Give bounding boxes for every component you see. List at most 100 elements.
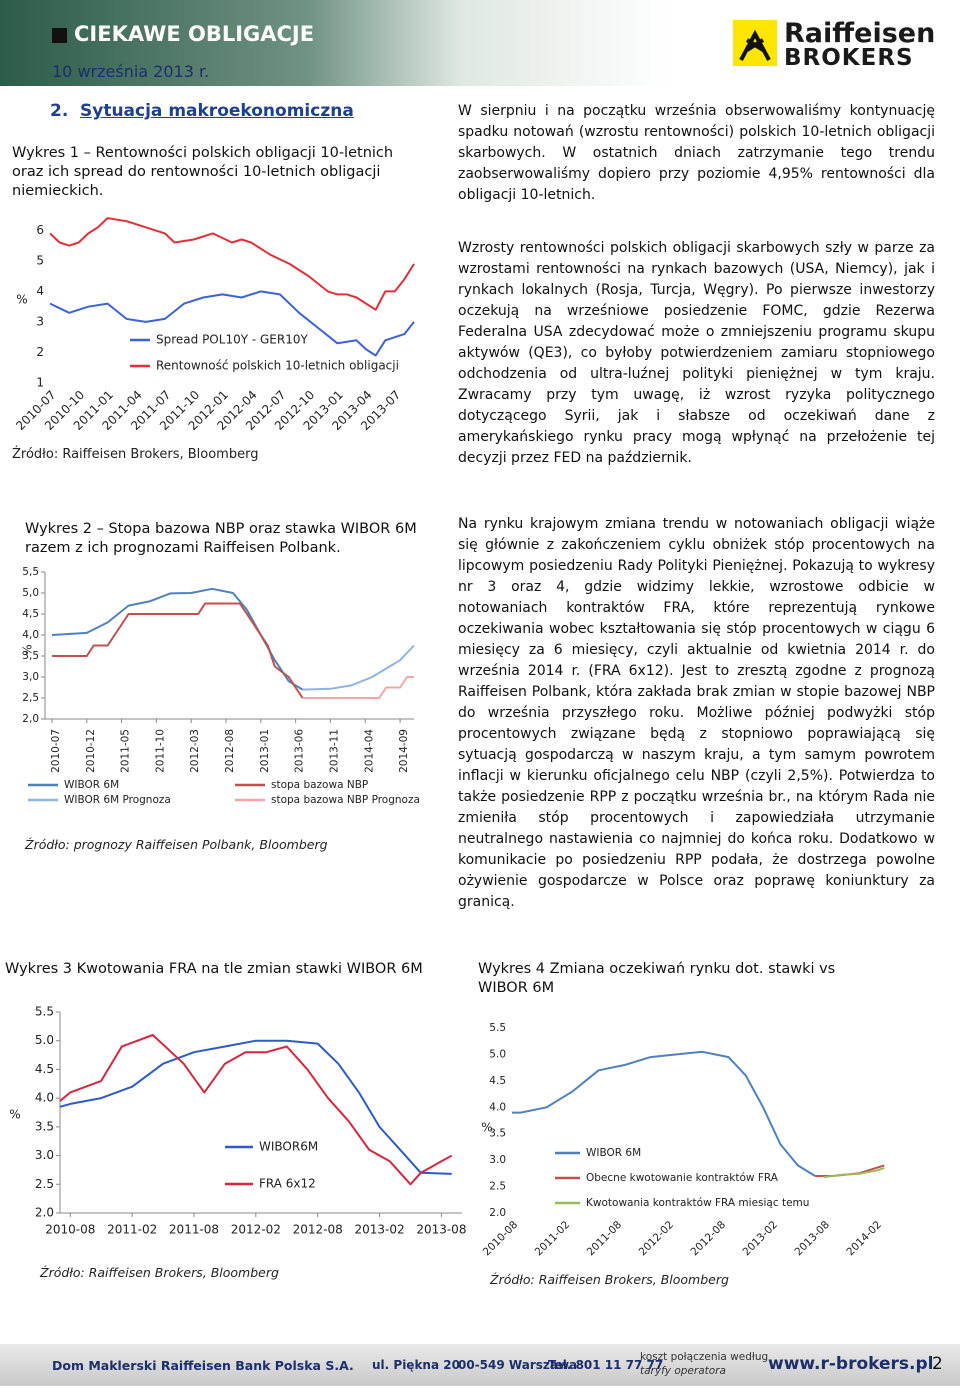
y-tick-label: 2.0 bbox=[489, 1207, 506, 1219]
y-axis-label: % bbox=[9, 1108, 20, 1122]
y-tick-label: 4 bbox=[36, 284, 44, 298]
legend-label: Kwotowania kontraktów FRA miesiąc temu bbox=[586, 1197, 809, 1209]
legend-label: FRA 6x12 bbox=[259, 1177, 316, 1191]
y-tick-label: 2.0 bbox=[35, 1206, 54, 1220]
footer-company: Dom Maklerski Raiffeisen Bank Polska S.A… bbox=[52, 1358, 354, 1373]
y-tick-label: 4.5 bbox=[35, 1062, 54, 1076]
legend-label: Rentowność polskich 10-letnich obligacji bbox=[156, 359, 399, 373]
y-tick-label: 5.0 bbox=[35, 1033, 54, 1047]
series-line bbox=[512, 1050, 816, 1177]
section-number: 2. bbox=[50, 101, 69, 121]
paragraph: Wzrosty rentowności polskich obligacji s… bbox=[458, 240, 935, 466]
x-tick-label: 2010-07 bbox=[50, 729, 62, 773]
logo-mark bbox=[733, 20, 777, 66]
legend-label: WIBOR 6M Prognoza bbox=[64, 794, 171, 806]
series-line bbox=[59, 1034, 453, 1186]
x-tick-label: 2012-02 bbox=[637, 1219, 677, 1259]
series-line bbox=[49, 217, 415, 311]
y-tick-label: 3.5 bbox=[35, 1119, 54, 1133]
y-tick-label: 2,0 bbox=[22, 713, 39, 725]
footer-street: ul. Piękna 20 bbox=[372, 1358, 460, 1372]
series-line bbox=[823, 1167, 885, 1179]
legend-label: stopa bazowa NBP Prognoza bbox=[271, 794, 420, 806]
x-tick-label: 2010-08 bbox=[45, 1223, 95, 1237]
y-tick-label: 2.5 bbox=[489, 1181, 506, 1193]
x-tick-label: 2012-02 bbox=[231, 1223, 281, 1237]
y-tick-label: 4,5 bbox=[22, 608, 39, 620]
y-tick-label: 3.5 bbox=[489, 1128, 506, 1140]
y-axis-label: % bbox=[481, 1121, 492, 1135]
x-tick-label: 2011-02 bbox=[107, 1223, 157, 1237]
y-tick-label: 5,0 bbox=[22, 587, 39, 599]
x-tick-label: 2014-09 bbox=[398, 729, 410, 773]
x-tick-label: 2012-08 bbox=[224, 729, 236, 773]
x-tick-label: 2011-10 bbox=[154, 729, 166, 773]
x-tick-label: 2013-08 bbox=[416, 1223, 466, 1237]
x-tick-label: 2013-02 bbox=[354, 1223, 404, 1237]
x-tick-label: 2013-11 bbox=[328, 729, 340, 773]
x-tick-label: 2013-06 bbox=[294, 729, 306, 773]
y-axis-label: % bbox=[21, 644, 35, 655]
y-tick-label: 3.0 bbox=[489, 1154, 506, 1166]
logo-line1: Raiffeisen bbox=[784, 18, 936, 49]
x-tick-label: 2012-08 bbox=[689, 1219, 729, 1259]
series-line bbox=[59, 1039, 452, 1175]
footer-band bbox=[0, 1344, 960, 1386]
x-tick-label: 2014-02 bbox=[844, 1219, 884, 1259]
legend-label: Spread POL10Y - GER10Y bbox=[156, 333, 308, 347]
y-tick-label: 5.0 bbox=[489, 1048, 506, 1060]
legend-label: Obecne kwotowanie kontraktów FRA bbox=[586, 1172, 779, 1184]
y-tick-label: 2.5 bbox=[35, 1177, 54, 1191]
footer-city: 00-549 Warszawa bbox=[458, 1358, 578, 1372]
footer-cost: taryfy operatora bbox=[640, 1365, 726, 1377]
header-date: 10 września 2013 r. bbox=[52, 62, 210, 81]
x-tick-label: 2013-02 bbox=[741, 1219, 781, 1259]
footer-cost: koszt połączenia według bbox=[640, 1351, 769, 1363]
y-tick-label: 4.0 bbox=[489, 1101, 506, 1113]
y-tick-label: 4,0 bbox=[22, 629, 39, 641]
legend-label: WIBOR 6M bbox=[64, 779, 119, 791]
x-tick-label: 2011-08 bbox=[585, 1219, 625, 1259]
y-tick-label: 5 bbox=[36, 253, 44, 267]
logo-icon bbox=[739, 29, 771, 61]
section-title: Sytuacja makroekonomiczna bbox=[80, 101, 354, 121]
paragraph: Na rynku krajowym zmiana trendu w notowa… bbox=[458, 516, 935, 910]
x-tick-label: 2010-08 bbox=[481, 1219, 521, 1259]
legend-label: WIBOR 6M bbox=[586, 1147, 641, 1159]
paragraph: W sierpniu i na początku września obserw… bbox=[458, 103, 935, 203]
y-tick-label: 1 bbox=[36, 376, 44, 390]
footer-phone: Tel. 801 11 77 77 bbox=[548, 1358, 664, 1372]
y-tick-label: 5.5 bbox=[489, 1022, 506, 1034]
x-tick-label: 2010-12 bbox=[85, 729, 97, 773]
chart-source: Źródło: Raiffeisen Brokers, Bloomberg bbox=[490, 1272, 729, 1287]
series-line bbox=[49, 290, 415, 357]
chart-caption: Wykres 3 Kwotowania FRA na tle zmian sta… bbox=[5, 961, 423, 977]
series-line bbox=[302, 644, 415, 691]
x-tick-label: 2014-04 bbox=[363, 729, 375, 773]
legend-label: stopa bazowa NBP bbox=[271, 779, 368, 791]
x-tick-label: 2012-03 bbox=[189, 729, 201, 773]
y-tick-label: 4.0 bbox=[35, 1091, 54, 1105]
y-tick-label: 6 bbox=[36, 223, 44, 237]
footer-website: www.r-brokers.pl bbox=[768, 1354, 934, 1374]
y-axis-label: % bbox=[16, 293, 27, 307]
x-tick-label: 2011-02 bbox=[533, 1219, 573, 1259]
x-tick-label: 2011-05 bbox=[120, 729, 132, 773]
x-tick-label: 2011-08 bbox=[169, 1223, 219, 1237]
series-line bbox=[302, 676, 414, 699]
legend-label: WIBOR6M bbox=[259, 1140, 318, 1154]
x-tick-label: 2013-01 bbox=[259, 729, 271, 773]
y-tick-label: 3,5 bbox=[22, 650, 39, 662]
series-line bbox=[51, 587, 304, 691]
y-tick-label: 5.5 bbox=[35, 1005, 54, 1019]
header-square bbox=[52, 28, 67, 43]
series-line bbox=[52, 602, 304, 699]
chart-source: Źródło: prognozy Raiffeisen Polbank, Blo… bbox=[25, 837, 328, 852]
x-tick-label: 2012-08 bbox=[293, 1223, 343, 1237]
y-tick-label: 2,5 bbox=[22, 692, 39, 704]
chart-caption: Wykres 4 Zmiana oczekiwań rynku dot. sta… bbox=[478, 961, 836, 996]
header-title: CIEKAWE OBLIGACJE bbox=[74, 22, 315, 46]
y-tick-label: 3.0 bbox=[35, 1148, 54, 1162]
